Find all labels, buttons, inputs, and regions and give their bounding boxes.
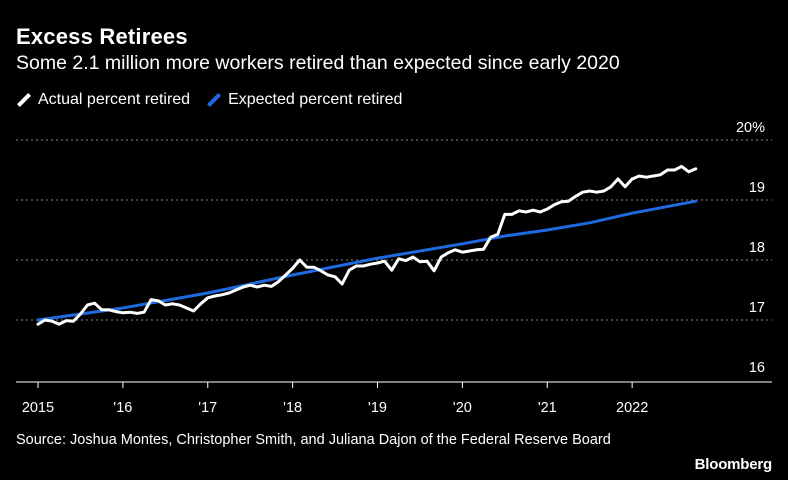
series-line-expected	[36, 199, 698, 322]
chart-title: Excess Retirees	[16, 24, 188, 49]
y-tick-label-19: 19	[749, 180, 765, 196]
legend: Actual percent retired Expected percent …	[16, 91, 418, 109]
legend-item-expected: Expected percent retired	[206, 91, 402, 109]
y-tick-label-20: 20%	[736, 120, 765, 136]
x-tick-label-2021: '21	[538, 400, 557, 416]
x-tick-label-2018: '18	[283, 400, 302, 416]
y-tick-label-16: 16	[749, 360, 765, 376]
x-tick-label-2016: '16	[113, 400, 132, 416]
legend-label-expected: Expected percent retired	[228, 91, 403, 108]
x-tick-label-2017: '17	[198, 400, 217, 416]
x-tick-label-2022: 2022	[616, 400, 648, 416]
series-line-actual	[36, 164, 698, 326]
x-tick-label-2019: '19	[368, 400, 387, 416]
legend-item-actual: Actual percent retired	[16, 91, 190, 109]
y-tick-label-17: 17	[749, 300, 765, 316]
chart-subtitle: Some 2.1 million more workers retired th…	[16, 52, 620, 74]
source-note: Source: Joshua Montes, Christopher Smith…	[16, 432, 611, 448]
bloomberg-logo: Bloomberg	[694, 456, 773, 473]
x-tick-label-2020: '20	[453, 400, 472, 416]
legend-label-actual: Actual percent retired	[38, 91, 191, 108]
y-tick-label-18: 18	[749, 240, 765, 256]
x-tick-label-2015: 2015	[22, 400, 54, 416]
